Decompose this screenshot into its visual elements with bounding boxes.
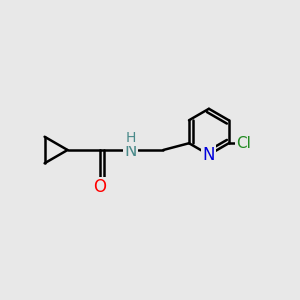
Text: Cl: Cl (236, 136, 251, 151)
Text: N: N (202, 146, 215, 164)
Text: H: H (126, 130, 136, 145)
Text: N: N (124, 142, 137, 160)
Text: O: O (93, 178, 106, 196)
